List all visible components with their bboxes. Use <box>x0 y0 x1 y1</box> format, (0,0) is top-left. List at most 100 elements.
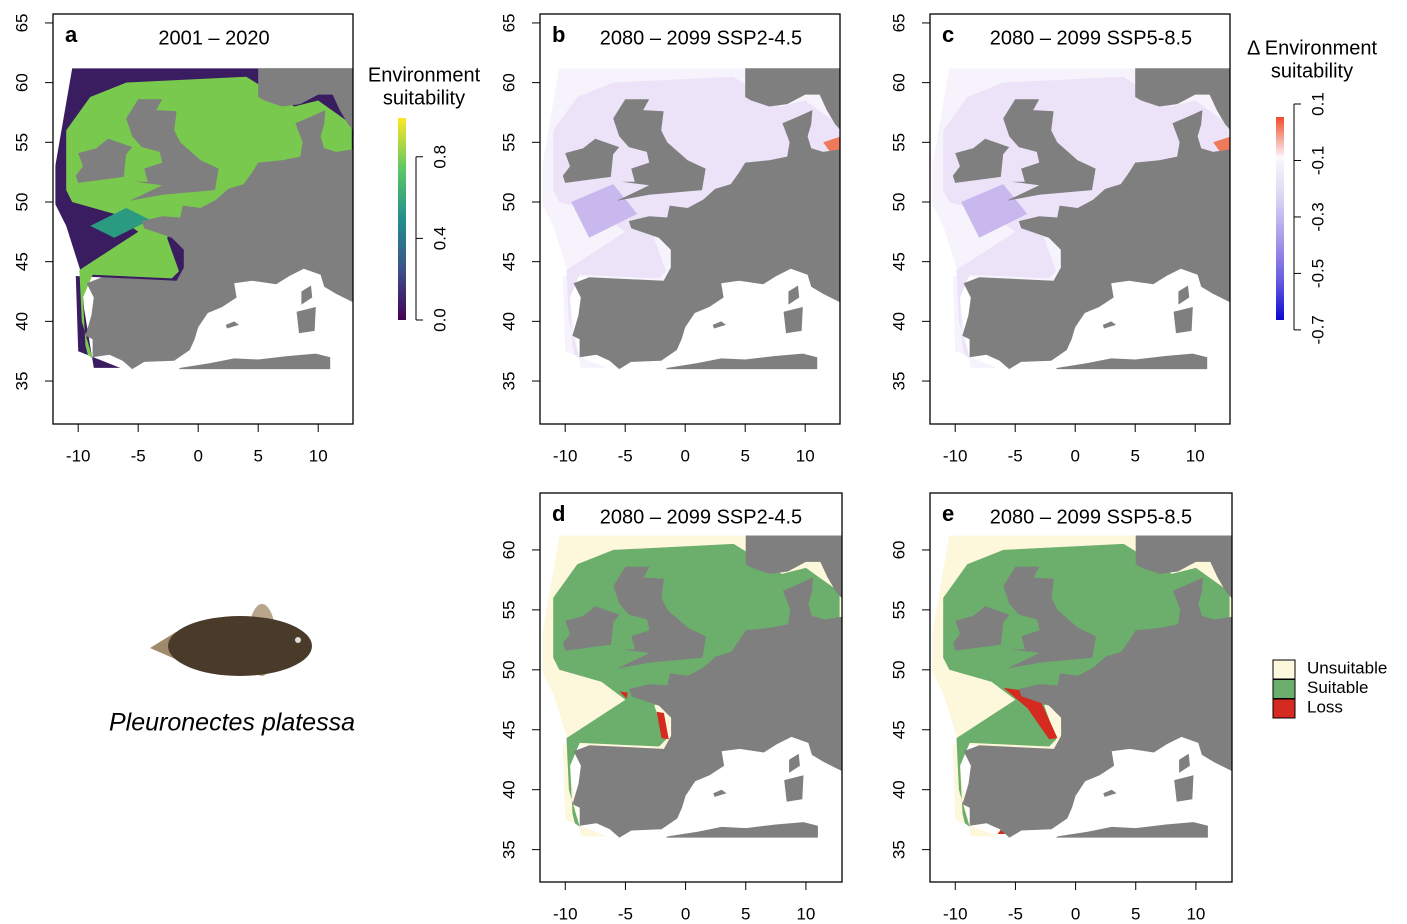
x-tick-label: 10 <box>1186 904 1205 923</box>
x-tick-label: -5 <box>618 904 633 923</box>
x-tick-label: 5 <box>1130 446 1139 465</box>
x-tick-label: -5 <box>1008 904 1023 923</box>
y-tick-label: 50 <box>12 193 31 212</box>
legend-label: Loss <box>1307 697 1343 716</box>
y-tick-label: 35 <box>499 372 518 391</box>
land <box>713 321 726 328</box>
x-tick-label: 0 <box>193 446 202 465</box>
legend-swatch <box>1273 660 1295 679</box>
x-tick-label: 0 <box>681 904 690 923</box>
panel-title: 2080 – 2099 SSP5-8.5 <box>990 506 1192 528</box>
y-tick-label: 65 <box>499 13 518 32</box>
land <box>659 822 818 844</box>
y-tick-label: 45 <box>889 252 908 271</box>
y-tick-label: 50 <box>499 660 518 679</box>
x-tick-label: 10 <box>796 904 815 923</box>
land <box>1174 307 1193 333</box>
colorbar-tick-label: 0.8 <box>430 145 449 169</box>
map <box>931 526 1238 844</box>
panel-label: a <box>65 22 78 47</box>
x-tick-label: 0 <box>680 446 689 465</box>
x-tick-label: -5 <box>131 446 146 465</box>
legend-label: Suitable <box>1307 678 1368 697</box>
x-tick-label: -10 <box>66 446 91 465</box>
colorbar-title: Environment <box>368 64 481 86</box>
colorbar-tick-label: -0.1 <box>1308 146 1327 175</box>
x-tick-label: 5 <box>253 446 262 465</box>
y-tick-label: 60 <box>889 73 908 92</box>
legend-swatch <box>1273 680 1295 699</box>
colorbar-tick-label: 0.4 <box>430 227 449 251</box>
y-tick-label: 35 <box>889 372 908 391</box>
x-tick-label: 5 <box>1131 904 1140 923</box>
y-tick-label: 60 <box>499 540 518 559</box>
panel-label: c <box>942 22 954 47</box>
y-tick-label: 40 <box>499 780 518 799</box>
y-tick-label: 55 <box>499 133 518 152</box>
x-tick-label: -10 <box>553 904 578 923</box>
x-tick-label: -10 <box>943 446 968 465</box>
x-tick-label: 10 <box>1186 446 1205 465</box>
land <box>789 754 800 773</box>
x-tick-label: 10 <box>796 446 815 465</box>
map <box>541 59 847 375</box>
y-tick-label: 55 <box>889 133 908 152</box>
colorbar-tick-label: -0.3 <box>1308 202 1327 231</box>
land <box>784 307 803 333</box>
map <box>54 59 360 375</box>
colorbar <box>398 118 406 320</box>
land <box>301 286 312 305</box>
x-tick-label: -10 <box>943 904 968 923</box>
y-tick-label: 60 <box>889 540 908 559</box>
map <box>931 59 1237 375</box>
fish-eye <box>295 637 301 643</box>
y-tick-label: 65 <box>889 13 908 32</box>
figure: Pleuronectes platessa a2001 – 2020-10-50… <box>0 0 1407 924</box>
y-tick-label: 50 <box>499 193 518 212</box>
colorbar-title: suitability <box>1271 60 1353 82</box>
colorbar-tick-label: -0.7 <box>1308 315 1327 344</box>
land <box>784 775 803 801</box>
y-tick-label: 35 <box>889 840 908 859</box>
x-tick-label: 10 <box>309 446 328 465</box>
colorbar-tick-label: 0.1 <box>1308 92 1327 116</box>
y-tick-label: 55 <box>499 600 518 619</box>
land <box>172 354 330 376</box>
land <box>659 354 817 376</box>
y-tick-label: 40 <box>889 312 908 331</box>
land <box>1179 754 1190 773</box>
land <box>226 321 239 328</box>
land <box>1103 790 1116 797</box>
panel-title: 2080 – 2099 SSP2-4.5 <box>600 506 802 528</box>
y-tick-label: 40 <box>889 780 908 799</box>
x-tick-label: -10 <box>553 446 578 465</box>
land <box>713 790 726 797</box>
species-name: Pleuronectes platessa <box>109 709 355 737</box>
y-tick-label: 45 <box>889 720 908 739</box>
panel-label: e <box>942 501 954 526</box>
colorbar-tick-label: -0.5 <box>1308 259 1327 288</box>
y-tick-label: 55 <box>12 133 31 152</box>
x-tick-label: 0 <box>1071 904 1080 923</box>
legend-label: Unsuitable <box>1307 658 1387 677</box>
y-tick-label: 60 <box>499 73 518 92</box>
fish-illustration <box>150 604 312 676</box>
y-tick-label: 40 <box>499 312 518 331</box>
y-tick-label: 40 <box>12 312 31 331</box>
land <box>1049 822 1208 844</box>
panel-label: b <box>552 22 565 47</box>
land <box>1178 286 1189 305</box>
y-tick-label: 45 <box>499 720 518 739</box>
y-tick-label: 45 <box>499 252 518 271</box>
y-tick-label: 35 <box>12 372 31 391</box>
x-tick-label: -5 <box>1008 446 1023 465</box>
y-tick-label: 65 <box>12 13 31 32</box>
fish-body <box>168 616 312 676</box>
panel-title: 2080 – 2099 SSP5-8.5 <box>990 27 1192 49</box>
x-tick-label: 5 <box>740 446 749 465</box>
y-tick-label: 60 <box>12 73 31 92</box>
colorbar-title: suitability <box>383 87 465 109</box>
y-tick-label: 50 <box>889 660 908 679</box>
legend-swatch <box>1273 699 1295 718</box>
x-tick-label: 5 <box>741 904 750 923</box>
